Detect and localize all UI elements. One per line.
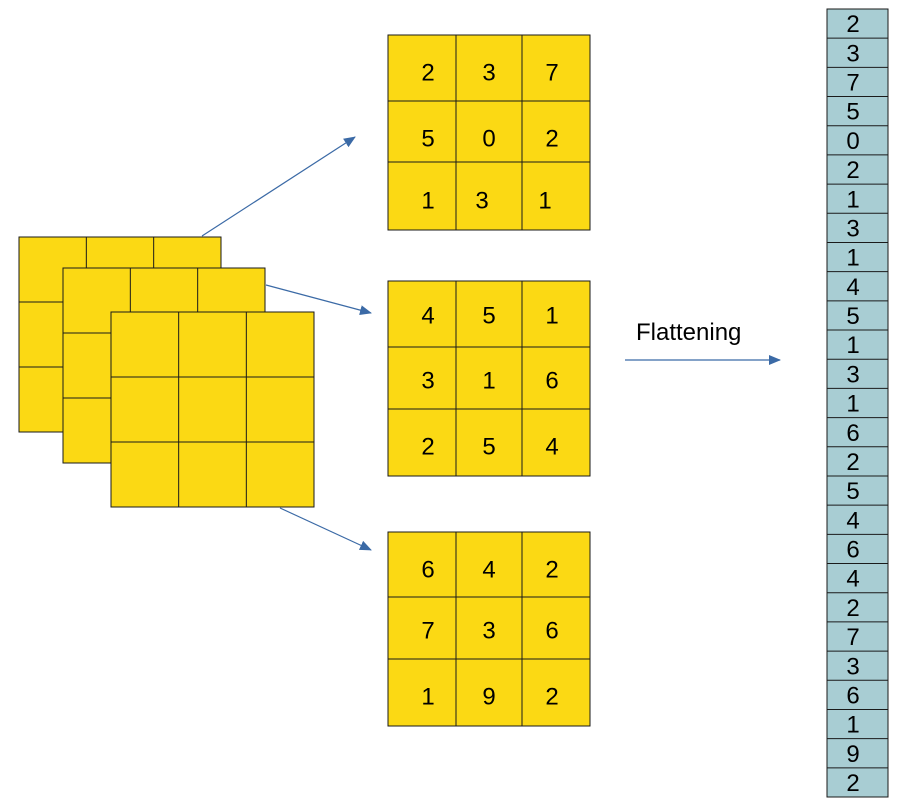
vector-cell-value: 9 (846, 741, 859, 768)
matrix-2: 4 5 1 3 1 6 2 5 4 (387, 280, 591, 477)
matrix-cell-value: 3 (475, 188, 488, 215)
vector-background (826, 8, 889, 798)
arrow-to-matrix-2 (265, 284, 372, 315)
matrix-1: 2 3 7 5 0 2 1 3 1 (387, 34, 591, 231)
matrix-cell-value: 2 (545, 684, 558, 711)
vector-cell-value: 6 (846, 682, 859, 709)
stack-layer-background (110, 311, 315, 508)
matrix-cell (455, 658, 523, 727)
matrix-3: 6 4 2 7 3 6 1 9 2 (387, 531, 591, 727)
matrix-cell-value: 3 (421, 368, 434, 395)
matrix-cell-value: 2 (545, 557, 558, 584)
vector-cell-value: 2 (846, 770, 859, 797)
matrix-cell-value: 6 (421, 557, 434, 584)
matrix-cell (521, 531, 591, 598)
matrix-cell-value: 4 (545, 434, 558, 461)
matrix-cell (455, 596, 523, 660)
matrix-cell-value: 6 (545, 368, 558, 395)
vector-cell-value: 7 (846, 624, 859, 651)
vector-cell-value: 0 (846, 128, 859, 155)
flattening-label: Flattening (636, 319, 741, 346)
vector-cell-value: 2 (846, 157, 859, 184)
vector-cell-value: 3 (846, 215, 859, 242)
matrix-cell-value: 2 (421, 434, 434, 461)
matrix-cell (387, 280, 457, 348)
vector-cell-value: 4 (846, 566, 859, 593)
vector-cell-value: 5 (846, 99, 859, 126)
feature-map-stack (18, 236, 315, 508)
vector-cell-value: 3 (846, 40, 859, 67)
vector-cell-value: 3 (846, 653, 859, 680)
matrix-cell-value: 3 (482, 60, 495, 87)
matrix-cell (521, 408, 591, 477)
vector-cell-value: 2 (846, 595, 859, 622)
matrix-cell (455, 280, 523, 348)
matrix-cell (455, 100, 523, 163)
matrix-cell (521, 161, 591, 231)
vector-cell-value: 1 (846, 245, 859, 272)
vector-cell-value: 6 (846, 420, 859, 447)
matrix-cell-value: 1 (482, 368, 495, 395)
matrix-cell-value: 7 (421, 618, 434, 645)
matrix-cell-value: 5 (482, 303, 495, 330)
vector-cell-value: 1 (846, 712, 859, 739)
vector-cell-value: 7 (846, 70, 859, 97)
vector-cell-value: 4 (846, 274, 859, 301)
matrices: 2 3 7 5 0 2 1 3 1 4 5 1 3 1 6 2 5 4 6 4 2 7 3 6 1 9 2 (387, 34, 591, 727)
matrix-cell-value: 6 (545, 618, 558, 645)
matrix-cell (387, 161, 457, 231)
vector-cell-value: 1 (846, 332, 859, 359)
vector-cell-value: 2 (846, 449, 859, 476)
matrix-cell (387, 531, 457, 598)
arrow-to-matrix-1 (201, 136, 356, 237)
matrix-cell (521, 34, 591, 102)
matrix-cell (455, 408, 523, 477)
arrow-to-matrix-3 (279, 507, 372, 551)
matrix-cell (521, 596, 591, 660)
matrix-cell-value: 1 (421, 684, 434, 711)
vector-cell-value: 3 (846, 361, 859, 388)
matrix-cell-value: 2 (545, 126, 558, 153)
matrix-cell-value: 9 (482, 684, 495, 711)
matrix-cell-value: 5 (482, 434, 495, 461)
vector-cell-value: 4 (846, 507, 859, 534)
vector-cell-value: 1 (846, 186, 859, 213)
matrix-cell (455, 161, 523, 231)
matrix-cell (521, 346, 591, 410)
matrix-cell-value: 4 (482, 557, 495, 584)
arrows (201, 136, 781, 551)
matrix-cell-value: 4 (421, 303, 434, 330)
matrix-cell-value: 0 (482, 126, 495, 153)
matrix-cell-value: 1 (421, 188, 434, 215)
matrix-cell-value: 1 (538, 188, 551, 215)
matrix-cell (455, 531, 523, 598)
matrix-cell-value: 2 (421, 60, 434, 87)
vector-cell-value: 1 (846, 391, 859, 418)
matrix-cell (387, 408, 457, 477)
vector-cell-value: 5 (846, 478, 859, 505)
matrix-cell-value: 1 (545, 303, 558, 330)
matrix-cell (521, 280, 591, 348)
vector-cell-value: 2 (846, 11, 859, 38)
matrix-cell (455, 346, 523, 410)
matrix-cell (455, 34, 523, 102)
matrix-cell (521, 658, 591, 727)
vector-cell-value: 5 (846, 303, 859, 330)
matrix-cell-value: 7 (545, 60, 558, 87)
stack-layer-3 (110, 311, 315, 508)
matrix-cell-value: 3 (482, 618, 495, 645)
matrix-cell (387, 596, 457, 660)
matrix-cell (387, 346, 457, 410)
matrix-cell-value: 5 (421, 126, 434, 153)
vector-cell-value: 6 (846, 537, 859, 564)
matrix-cell (387, 100, 457, 163)
